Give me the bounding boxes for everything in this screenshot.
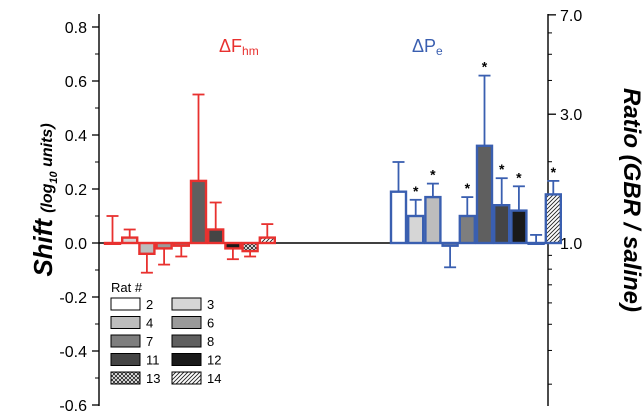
bar <box>120 236 139 245</box>
significance-marker: * <box>516 169 522 185</box>
legend-label: 11 <box>146 353 160 368</box>
legend-swatch <box>110 316 141 329</box>
legend-label: 4 <box>146 316 153 331</box>
bar <box>544 193 562 245</box>
bar <box>510 209 528 245</box>
bar <box>475 144 494 245</box>
significance-marker: * <box>465 180 471 196</box>
bar <box>224 241 242 250</box>
legend-swatch <box>110 371 141 385</box>
legend-swatch <box>110 353 141 366</box>
legend-swatch <box>171 371 202 385</box>
bar <box>458 214 476 245</box>
y-tick-label: 0.4 <box>65 128 87 145</box>
legend-label: 7 <box>146 334 153 349</box>
y-tick-label: 0.8 <box>65 20 87 37</box>
legend-label: 6 <box>207 316 214 331</box>
significance-marker: * <box>551 164 557 180</box>
y2-tick-label: 7.0 <box>560 8 582 25</box>
bar <box>389 190 408 245</box>
legend: Rat #2 3 4 6 7 8 11 12 13 14 <box>110 280 221 386</box>
bars: * * * * * * * <box>103 59 562 274</box>
y-axis-title: Shift(log10 units) <box>28 123 60 276</box>
legend-label: 8 <box>207 334 214 349</box>
bar <box>527 241 545 246</box>
bar <box>189 179 208 245</box>
significance-marker: * <box>499 161 505 177</box>
significance-marker: * <box>482 59 488 75</box>
legend-title: Rat # <box>111 280 143 295</box>
legend-label: 3 <box>207 297 214 312</box>
legend-swatch <box>171 334 202 348</box>
y-tick-label: -0.4 <box>59 344 87 361</box>
bar <box>441 241 459 247</box>
legend-swatch <box>171 297 202 311</box>
group-label-dfhm: ΔFhm <box>219 36 259 58</box>
bar <box>493 203 511 245</box>
significance-marker: * <box>413 183 419 199</box>
y2-tick-label: 3.0 <box>560 107 582 124</box>
bar <box>241 241 259 253</box>
legend-label: 13 <box>146 371 160 386</box>
bar <box>206 228 225 245</box>
y-tick-label: 0.0 <box>65 236 87 253</box>
bar <box>103 241 122 246</box>
legend-swatch <box>110 334 141 348</box>
bar <box>407 214 425 245</box>
y2-axis-title: Ratio (GBR / saline) <box>618 88 644 312</box>
y2-tick-label: 1.0 <box>560 236 582 253</box>
significance-marker: * <box>430 167 436 183</box>
group-label-dpe: ΔPe <box>412 36 443 58</box>
bar <box>258 236 276 245</box>
bar <box>172 241 191 247</box>
y-tick-label: 0.2 <box>65 182 87 199</box>
legend-label: 14 <box>207 371 221 386</box>
bar <box>155 241 173 250</box>
bar <box>424 195 442 245</box>
legend-swatch <box>171 316 202 329</box>
bar <box>138 241 156 256</box>
legend-label: 2 <box>146 297 153 312</box>
legend-swatch <box>110 297 141 311</box>
y-tick-label: 0.6 <box>65 74 87 91</box>
legend-label: 12 <box>207 353 221 368</box>
legend-swatch <box>171 353 202 366</box>
y-tick-label: -0.2 <box>59 290 87 307</box>
y-tick-label: -0.6 <box>59 398 87 412</box>
